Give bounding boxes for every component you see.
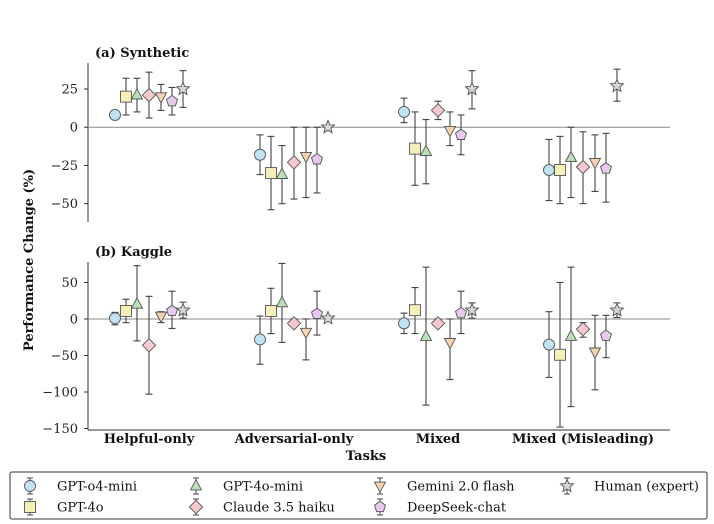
data-point	[609, 77, 625, 93]
data-point	[599, 162, 613, 174]
x-tick-label: Helpful-only	[104, 432, 195, 447]
data-point	[141, 87, 157, 103]
data-point	[464, 302, 480, 317]
data-point	[120, 90, 132, 103]
data-point	[320, 119, 336, 134]
legend-label: Human (expert)	[594, 480, 699, 495]
data-point	[265, 304, 277, 317]
data-point	[443, 125, 457, 138]
legend-marker	[189, 478, 203, 491]
data-point	[419, 144, 433, 156]
data-point	[430, 103, 446, 118]
data-point	[109, 312, 121, 325]
y-tick-label: 25	[61, 82, 78, 97]
panel-title-kaggle: (b) Kaggle	[95, 245, 172, 260]
y-tick-label: −50	[51, 197, 78, 212]
data-point	[254, 148, 266, 161]
data-point	[286, 155, 302, 170]
data-point	[120, 304, 132, 317]
data-point	[175, 302, 191, 317]
data-point	[130, 87, 144, 100]
data-point	[398, 105, 410, 118]
panel-synthetic: (a) Synthetic 25 0 −25 −50	[51, 46, 670, 222]
data-point	[154, 311, 168, 324]
data-point	[141, 338, 157, 353]
data-point	[609, 302, 625, 317]
x-tick-labels: Helpful-only Adversarial-only Mixed Mixe…	[88, 429, 670, 447]
data-point	[409, 142, 421, 155]
y-tick-label: 0	[70, 312, 78, 327]
data-point	[130, 297, 144, 309]
data-point	[554, 348, 566, 361]
data-point	[398, 317, 410, 330]
data-point	[543, 164, 555, 176]
data-point	[543, 338, 555, 351]
legend-label: Claude 3.5 haiku	[223, 501, 335, 516]
data-point	[286, 316, 302, 331]
data-point	[320, 310, 336, 325]
legend-marker	[373, 481, 387, 494]
data-point	[588, 158, 602, 170]
legend-label: GPT-4o-mini	[223, 480, 303, 495]
legend-marker	[188, 499, 204, 515]
data-point	[575, 159, 591, 175]
legend-label: GPT-4o	[57, 501, 104, 516]
data-point	[310, 152, 324, 165]
y-axis-label: Performance Change (%)	[22, 169, 37, 351]
legend-marker	[373, 500, 387, 513]
data-point	[310, 307, 324, 319]
legend-label: GPT-o4-mini	[57, 480, 137, 495]
data-point	[275, 167, 289, 179]
data-point	[564, 150, 578, 163]
data-point	[588, 347, 602, 360]
data-point	[554, 164, 566, 176]
data-point	[154, 92, 168, 104]
x-tick-label: Mixed (Misleading)	[512, 432, 654, 447]
data-point	[175, 80, 191, 96]
data-point	[275, 295, 289, 308]
legend-label: DeepSeek-chat	[407, 501, 507, 516]
data-point	[265, 167, 277, 180]
x-tick-label: Adversarial-only	[234, 432, 354, 447]
y-tick-label: 50	[61, 276, 78, 291]
x-axis-label: Tasks	[346, 449, 387, 464]
panel-title-synthetic: (a) Synthetic	[95, 46, 189, 61]
data-point	[419, 329, 433, 341]
y-tick-label: −25	[51, 159, 78, 174]
x-tick-label: Mixed	[416, 432, 460, 447]
y-tick-label: −100	[42, 386, 78, 401]
data-point	[443, 338, 457, 350]
legend: GPT-o4-mini GPT-4o GPT-4o-mini Claude 3.5 h…	[9, 471, 708, 520]
legend-marker	[24, 480, 36, 492]
panel-kaggle: (b) Kaggle 50 0 −50 −100 −150	[42, 245, 670, 437]
data-point	[454, 128, 468, 140]
data-point	[564, 329, 578, 341]
legend-frame	[9, 471, 708, 520]
data-point	[464, 80, 480, 96]
data-point	[454, 306, 468, 319]
y-tick-label: −50	[51, 349, 78, 364]
legend-marker	[559, 477, 575, 493]
data-point	[409, 304, 421, 317]
data-point	[430, 316, 446, 331]
data-point	[299, 151, 313, 164]
data-point	[165, 304, 179, 317]
legend-label: Gemini 2.0 flash	[407, 480, 515, 495]
data-point	[109, 109, 121, 121]
data-point	[165, 94, 179, 107]
legend-marker	[24, 501, 36, 513]
y-tick-label: 0	[70, 121, 78, 136]
data-point	[254, 333, 266, 346]
data-point	[299, 327, 313, 340]
data-point	[599, 329, 613, 341]
data-point	[575, 321, 591, 337]
y-tick-label: −150	[42, 422, 78, 437]
